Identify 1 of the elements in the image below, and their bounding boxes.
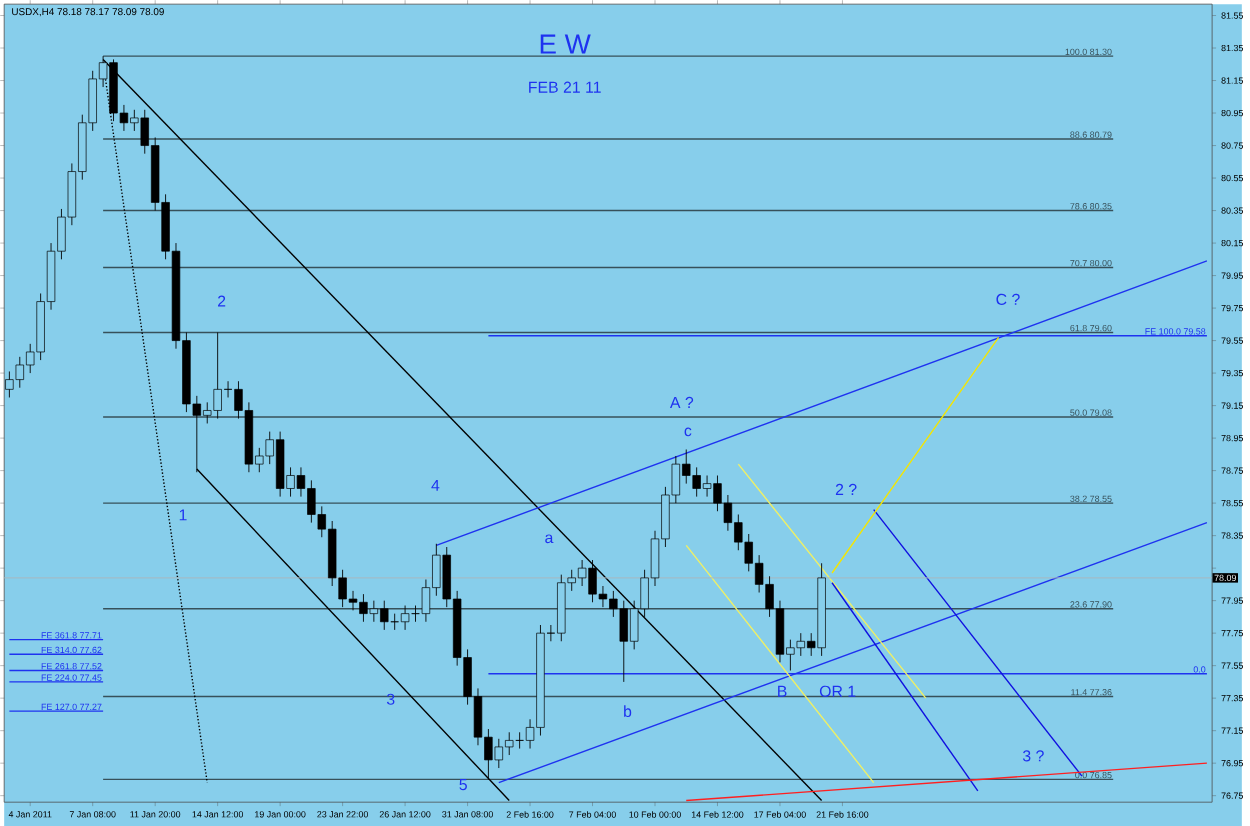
text: E W: [540, 34, 591, 54]
